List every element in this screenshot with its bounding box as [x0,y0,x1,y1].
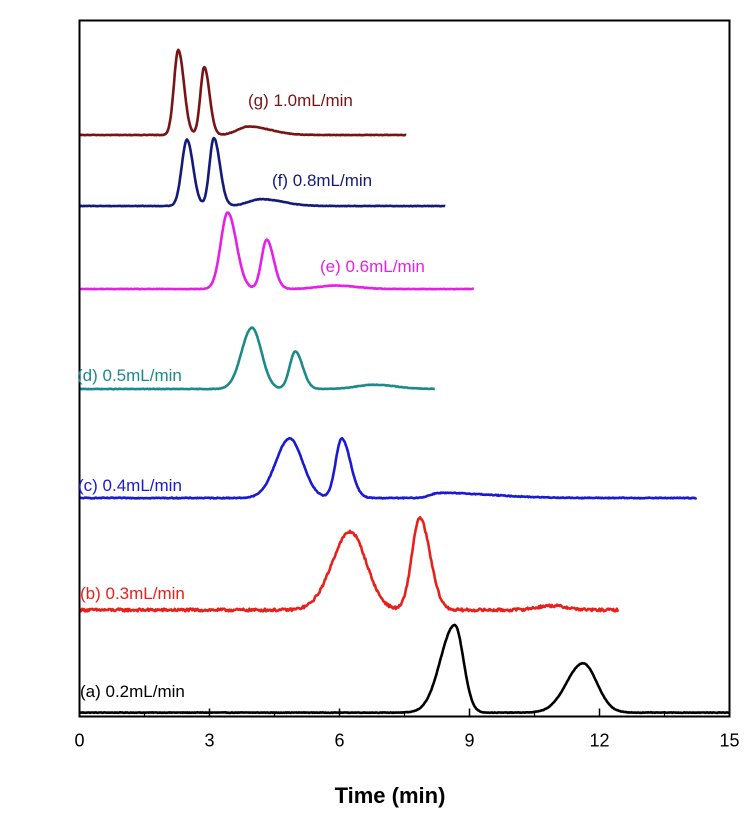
x-tick-label: 9 [464,731,474,751]
series-line-f [78,136,446,208]
series-line-c [79,436,698,500]
series-label-d: (d) 0.5mL/min [77,366,182,385]
series-label-e: (e) 0.6mL/min [320,257,425,276]
x-tick-label: 12 [589,731,609,751]
series-label-b: (b) 0.3mL/min [80,584,185,603]
series-line-d [79,326,436,391]
series-labels: (a) 0.2mL/min (b) 0.3mL/min (c) 0.4mL/min (… [77,91,425,701]
series-line-a [79,623,730,715]
x-tick-label: 3 [204,731,214,751]
series-line-b [78,515,620,613]
series-line-g [79,48,407,137]
series-group [78,48,730,715]
x-axis-ticks: 0 3 6 9 12 15 [74,708,740,751]
series-label-f: (f) 0.8mL/min [272,171,372,190]
series-label-g: (g) 1.0mL/min [248,91,353,110]
x-tick-label: 0 [74,731,84,751]
x-tick-label: 15 [719,731,739,751]
series-label-c: (c) 0.4mL/min [78,476,182,495]
x-tick-label: 6 [334,731,344,751]
series-line-e [79,211,475,291]
x-axis-title: Time (min) [335,783,446,808]
series-label-a: (a) 0.2mL/min [80,682,185,701]
